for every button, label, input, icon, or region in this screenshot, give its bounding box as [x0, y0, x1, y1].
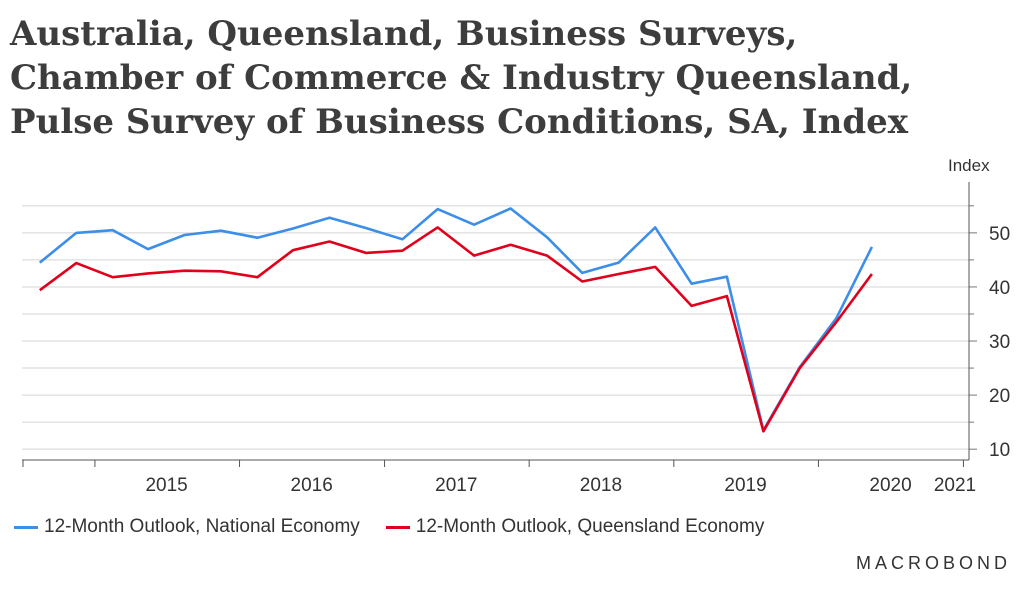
- x-tick-label: 2018: [580, 475, 622, 496]
- legend: 12-Month Outlook, National Economy 12-Mo…: [14, 516, 764, 538]
- series-line-national: [38, 207, 874, 432]
- x-tick-label: 2020: [869, 475, 911, 496]
- chart-title-line-2: Chamber of Commerce & Industry Queenslan…: [10, 58, 913, 98]
- legend-swatch-queensland: [385, 525, 410, 529]
- y-tick-label: 30: [989, 332, 1010, 353]
- y-tick-label: 40: [989, 278, 1010, 299]
- chart-title-line-1: Australia, Queensland, Business Surveys,: [10, 14, 798, 54]
- y-tick-label: 10: [989, 440, 1010, 461]
- legend-swatch-national: [14, 525, 38, 529]
- series-line-queensland: [39, 226, 873, 433]
- y-axis-title: Index: [948, 156, 990, 175]
- legend-label-national: 12-Month Outlook, National Economy: [44, 516, 360, 537]
- legend-item-national: 12-Month Outlook, National Economy: [14, 516, 360, 538]
- legend-item-queensland: 12-Month Outlook, Queensland Economy: [385, 516, 765, 538]
- legend-label-queensland: 12-Month Outlook, Queensland Economy: [415, 516, 765, 537]
- x-tick-label: 2015: [145, 475, 187, 496]
- x-tick-label: 2017: [435, 475, 477, 496]
- x-tick-label: 2021: [934, 475, 976, 496]
- line-chart: 10 20 30 40 50 Index 2015 2016 2017 2018 2019 2020 2…: [22, 156, 1010, 496]
- y-tick-label: 50: [989, 224, 1010, 245]
- x-tick-label: 2019: [724, 475, 766, 496]
- macrobond-logo: MACROBOND: [855, 553, 1011, 573]
- x-tick-label: 2016: [291, 475, 333, 496]
- chart-title-line-3: Pulse Survey of Business Conditions, SA,…: [10, 102, 908, 142]
- chart-title: Australia, Queensland, Business Surveys,…: [10, 12, 1010, 144]
- y-tick-label: 20: [989, 386, 1010, 407]
